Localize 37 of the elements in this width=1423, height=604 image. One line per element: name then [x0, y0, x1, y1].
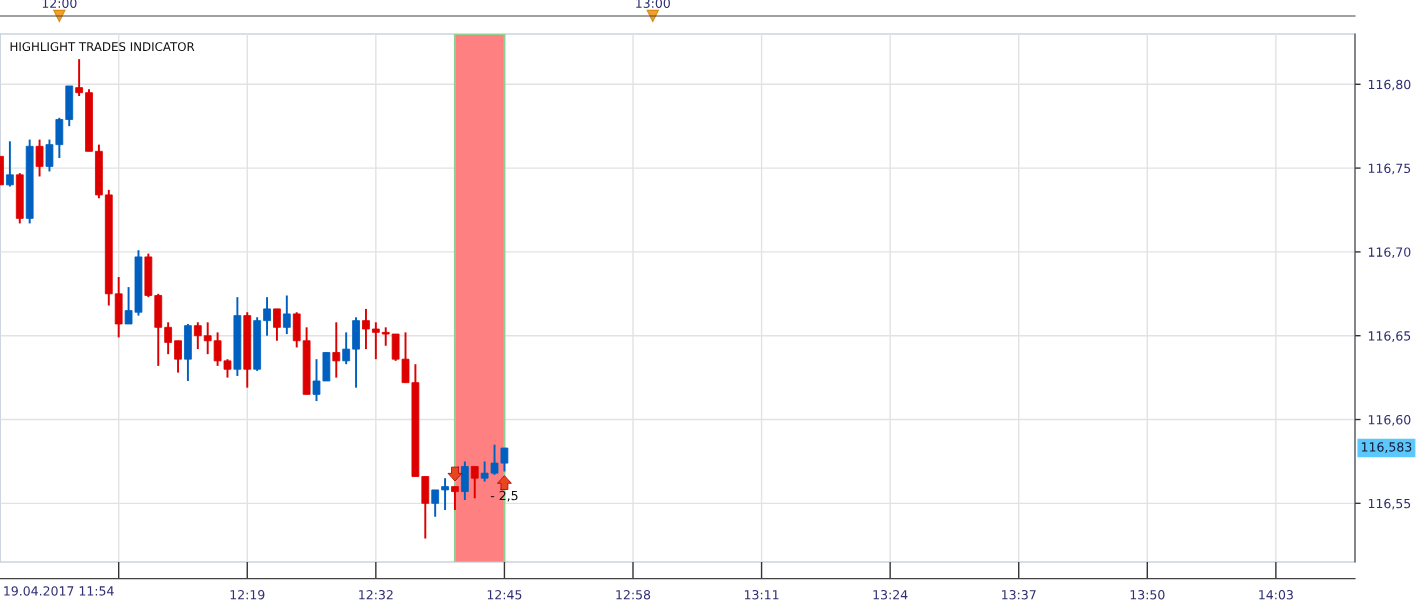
candlestick — [441, 477, 449, 512]
candlestick — [332, 321, 341, 379]
candlestick — [164, 321, 173, 356]
candlestick — [6, 140, 14, 188]
candlestick — [174, 339, 182, 374]
annotation: - 2,5 — [490, 490, 518, 502]
y-tick-label: 116,55 — [1368, 498, 1411, 510]
x-tick-label: 13:50 — [1130, 590, 1165, 600]
y-tick-label: 116,60 — [1368, 415, 1411, 426]
candlestick — [75, 58, 84, 97]
text: 19.04.2017 11:54 — [4, 586, 114, 596]
x-tick-label: 12:32 — [359, 590, 393, 600]
candlestick — [470, 465, 479, 500]
x-tick-label: 13:24 — [873, 590, 908, 600]
candlestick — [451, 485, 459, 512]
x-tick-label: 14:03 — [1259, 590, 1293, 600]
candlestick — [362, 307, 370, 351]
text: HIGHLIGHT TRADES INDICATOR — [10, 42, 195, 52]
y-tick-label: 116,70 — [1368, 247, 1411, 259]
candlestick — [35, 138, 44, 178]
candlestick — [193, 321, 202, 351]
candlestick — [282, 294, 291, 336]
x-tick-label: 13:11 — [744, 590, 779, 600]
candlestick — [371, 321, 380, 361]
y-tick-label: 116,80 — [1368, 79, 1411, 91]
x-tick-label: 12:19 — [230, 590, 265, 600]
y-tick-label: 116,75 — [1368, 163, 1411, 175]
candlestick — [431, 488, 440, 518]
y-tick-label: 116,65 — [1368, 331, 1411, 342]
candlestick — [342, 331, 351, 366]
candlestick — [381, 326, 390, 347]
candlestick — [263, 296, 271, 337]
x-tick-label: 12:58 — [616, 590, 651, 600]
text: 116,583 — [1361, 442, 1412, 453]
x-tick-label: 12:45 — [487, 590, 522, 600]
x-tick-label: 13:37 — [1002, 590, 1036, 600]
candlestick — [273, 307, 281, 342]
